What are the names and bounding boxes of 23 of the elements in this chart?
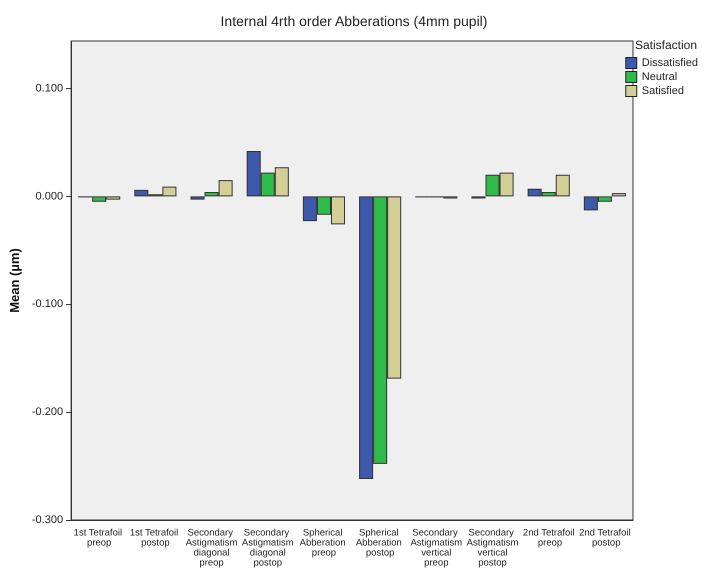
y-tick-label: 0.100 [36,82,64,94]
chart-title: Internal 4rth order Abberations (4mm pupil) [220,13,488,29]
y-tick-label: -0.300 [32,514,64,526]
bar [612,193,626,196]
legend-label: Satisfied [642,85,684,97]
x-tick-label: 1st Tetrafoil postop [130,528,181,548]
legend-title: Satisfaction [634,38,698,52]
y-axis-title: Mean (µm) [7,248,22,313]
x-tick-label: 2nd Tetrafoil postop [579,528,631,548]
x-tick-label: Secondary Astigmatism vertical postop [466,528,518,568]
legend-label: Dissatisfied [642,57,698,69]
y-tick-label: -0.200 [32,406,64,418]
x-tick-label: Secondary Astigmatism diagonal preop [186,528,238,568]
x-tick-label: Spherical Abberation preop [300,528,348,558]
x-tick-label: Secondary Astigmatism diagonal postop [242,528,294,568]
x-tick-label: Secondary Astigmatism vertical preop [410,528,462,568]
x-tick-label: Spherical Abberation postop [356,528,404,558]
y-tick-label: -0.100 [32,298,64,310]
x-tick-label: 1st Tetrafoil preop [74,528,125,548]
x-tick-label: 2nd Tetrafoil preop [522,528,575,548]
bar [190,196,205,200]
y-tick-label: 0.000 [36,190,64,202]
legend-label: Neutral [642,71,678,83]
